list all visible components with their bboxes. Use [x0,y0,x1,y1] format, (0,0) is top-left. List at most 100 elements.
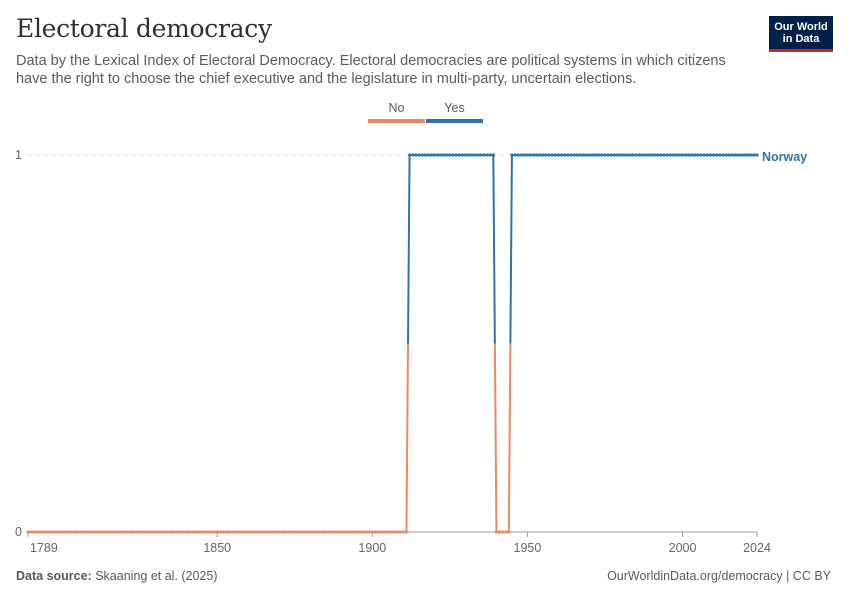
data-point [693,153,697,157]
data-point [600,153,604,157]
data-point [535,153,539,157]
data-point [609,153,613,157]
data-point [116,530,120,534]
data-point [342,530,347,534]
data-point [553,153,557,157]
data-point [643,153,647,157]
logo-line-2: in Data [782,33,820,45]
data-point [274,530,278,534]
data-point [479,153,483,157]
data-point [321,530,325,534]
data-point [314,530,319,534]
data-point [755,153,759,157]
data-point [57,530,61,534]
data-point [547,153,551,157]
data-point [231,530,235,534]
data-point [66,530,70,534]
data-point [333,530,337,534]
data-source-link[interactable]: Skaaning et al. (2025) [95,569,218,583]
data-point [32,530,36,534]
data-point [711,153,716,157]
series-label-norway: Norway [762,150,807,164]
data-point [429,153,433,157]
data-point [438,153,443,157]
data-point [206,530,210,534]
data-point [367,530,371,534]
data-point [482,153,486,157]
data-point [144,530,148,534]
data-point [646,153,651,157]
data-point [742,153,747,157]
data-point [147,530,151,534]
data-point [653,153,657,157]
data-point [318,530,322,534]
data-point [649,153,654,157]
data-point [286,530,291,534]
legend-swatch-yes [426,119,483,123]
data-point [364,530,368,534]
data-point [224,530,229,534]
data-point [345,530,350,534]
data-point [175,530,179,534]
data-point [200,530,204,534]
data-point [668,153,672,157]
data-point [556,153,561,157]
data-point [721,153,725,157]
data-point [184,530,188,534]
data-point [702,153,706,157]
data-point [187,530,191,534]
data-point [336,530,340,534]
data-point [327,530,331,534]
data-point [240,530,244,534]
owid-logo[interactable]: Our World in Data [769,16,833,52]
data-point [352,530,356,534]
data-point [324,530,328,534]
data-point [221,530,226,534]
data-point [606,153,610,157]
data-point [48,530,52,534]
data-point [594,153,598,157]
data-point [451,153,455,157]
data-point [361,530,365,534]
footer-credit[interactable]: OurWorldinData.org/democracy | CC BY [607,569,831,583]
data-point [383,530,387,534]
data-point [252,530,257,534]
data-point [597,153,601,157]
data-point [724,153,728,157]
x-tick-label: 1950 [514,541,542,555]
data-point [54,530,58,534]
series-transition [509,154,513,344]
data-point [243,530,247,534]
data-point [249,530,253,534]
data-point [69,530,74,534]
data-point [476,153,480,157]
data-point [625,153,629,157]
data-point [587,153,592,157]
data-point [246,530,250,534]
data-point [752,153,756,157]
data-point [228,530,232,534]
data-point [330,530,334,534]
data-point [94,530,98,534]
data-point [103,530,108,534]
data-point [181,530,185,534]
data-point [85,530,89,534]
data-point [255,530,260,534]
data-point [612,153,616,157]
data-point [497,530,502,534]
data-point [488,153,492,157]
data-point [656,153,660,157]
data-point [349,530,353,534]
data-point [578,153,582,157]
data-point [88,530,92,534]
data-point [45,530,49,534]
data-point [460,153,464,157]
legend-swatch-no [368,119,425,123]
x-tick-label: 1789 [30,541,58,555]
data-point [690,153,694,157]
data-point [389,530,393,534]
data-point [190,530,195,534]
data-point [218,530,222,534]
data-point [41,530,46,534]
